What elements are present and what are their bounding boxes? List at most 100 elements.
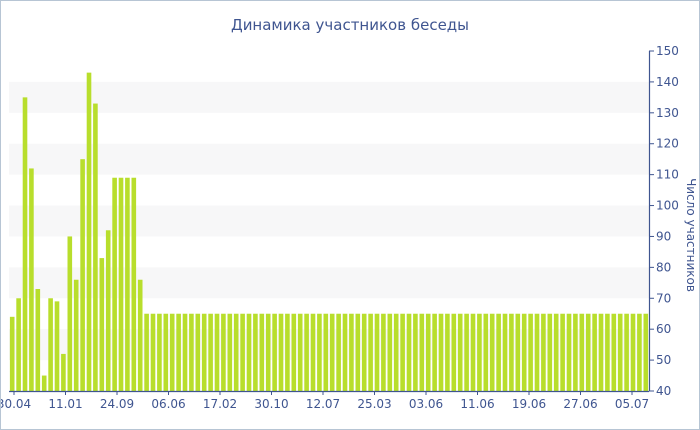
y-tick-label: 40	[656, 384, 671, 398]
bar	[464, 313, 469, 391]
bar	[611, 313, 617, 391]
bar	[445, 313, 450, 391]
bar	[329, 313, 335, 391]
bar	[400, 313, 405, 391]
grid-band	[9, 143, 649, 175]
y-axis-ticks: 40 50 60 70 80 90 100 110 120 130 140 150	[649, 44, 679, 398]
bar	[240, 313, 245, 391]
bar	[624, 313, 629, 391]
bar	[617, 313, 623, 391]
y-tick-label: 90	[656, 229, 671, 243]
bar	[195, 313, 201, 391]
x-tick-label: 30.10	[254, 397, 288, 411]
bar	[528, 313, 533, 391]
bar	[496, 313, 501, 391]
y-tick-label: 70	[656, 291, 671, 305]
bar	[605, 313, 610, 391]
x-tick-label: 17.02	[203, 397, 237, 411]
bar	[86, 72, 92, 391]
grid-band	[9, 205, 649, 237]
bar	[137, 279, 143, 391]
bar	[297, 313, 303, 391]
bar	[22, 97, 28, 392]
grid-band	[9, 329, 649, 361]
bar	[342, 313, 348, 391]
y-tick-label: 100	[656, 199, 679, 213]
bar	[489, 313, 495, 391]
x-tick-label: 05.07	[615, 397, 649, 411]
bar	[176, 313, 181, 391]
bar	[425, 313, 431, 391]
bar	[374, 313, 380, 391]
chart-title: Динамика участников беседы	[231, 16, 469, 34]
bar	[67, 236, 73, 391]
bar	[29, 168, 34, 391]
bar	[201, 313, 207, 391]
axes	[9, 51, 651, 393]
bar	[419, 313, 425, 391]
bar	[470, 313, 476, 391]
bar	[521, 313, 527, 391]
bar-series	[9, 72, 649, 392]
x-tick-label: 12.07	[306, 397, 340, 411]
bar	[317, 313, 322, 391]
y-tick-label: 110	[656, 168, 679, 182]
bar	[387, 313, 393, 391]
y-tick-label: 150	[656, 44, 679, 58]
x-tick-label: 30.04	[1, 397, 31, 411]
bar	[112, 177, 117, 391]
x-tick-label: 19.06	[512, 397, 546, 411]
bar	[99, 258, 105, 391]
bar	[310, 313, 316, 391]
bar	[349, 313, 354, 391]
bar	[541, 313, 546, 391]
bar	[35, 289, 41, 391]
bar	[630, 313, 636, 391]
bar	[515, 313, 521, 391]
bar	[125, 177, 130, 391]
bar	[150, 313, 156, 391]
bar	[169, 313, 175, 391]
bar	[477, 313, 482, 391]
bar	[16, 298, 21, 391]
bar	[93, 103, 98, 392]
bar	[189, 313, 194, 391]
bar	[509, 313, 514, 391]
y-tick-label: 120	[656, 137, 679, 151]
bar	[61, 353, 66, 391]
bar	[163, 313, 169, 391]
bar	[157, 313, 162, 391]
bar	[233, 313, 239, 391]
bar	[502, 313, 508, 391]
bar	[73, 279, 79, 391]
y-axis-label: Число участников	[684, 178, 698, 292]
bar	[227, 313, 233, 391]
bar	[643, 313, 649, 391]
x-tick-label: 27.06	[563, 397, 597, 411]
bar	[221, 313, 226, 391]
bar	[9, 316, 15, 391]
bar	[323, 313, 329, 391]
x-tick-label: 24.09	[100, 397, 134, 411]
bar	[208, 313, 213, 391]
bar	[579, 313, 585, 391]
bar	[592, 313, 597, 391]
bar	[553, 313, 559, 391]
bar	[182, 313, 188, 391]
y-tick-label: 140	[656, 75, 679, 89]
bar	[246, 313, 252, 391]
grid-band	[9, 81, 649, 113]
bar	[585, 313, 591, 391]
bar	[131, 177, 137, 391]
bar	[598, 313, 604, 391]
y-tick-label: 130	[656, 106, 679, 120]
y-tick-label: 50	[656, 353, 671, 367]
x-tick-label: 06.06	[151, 397, 185, 411]
bar	[381, 313, 386, 391]
x-tick-label: 03.06	[409, 397, 443, 411]
bar	[272, 313, 277, 391]
bar	[304, 313, 309, 391]
y-tick-label: 60	[656, 322, 671, 336]
bar	[413, 313, 418, 391]
